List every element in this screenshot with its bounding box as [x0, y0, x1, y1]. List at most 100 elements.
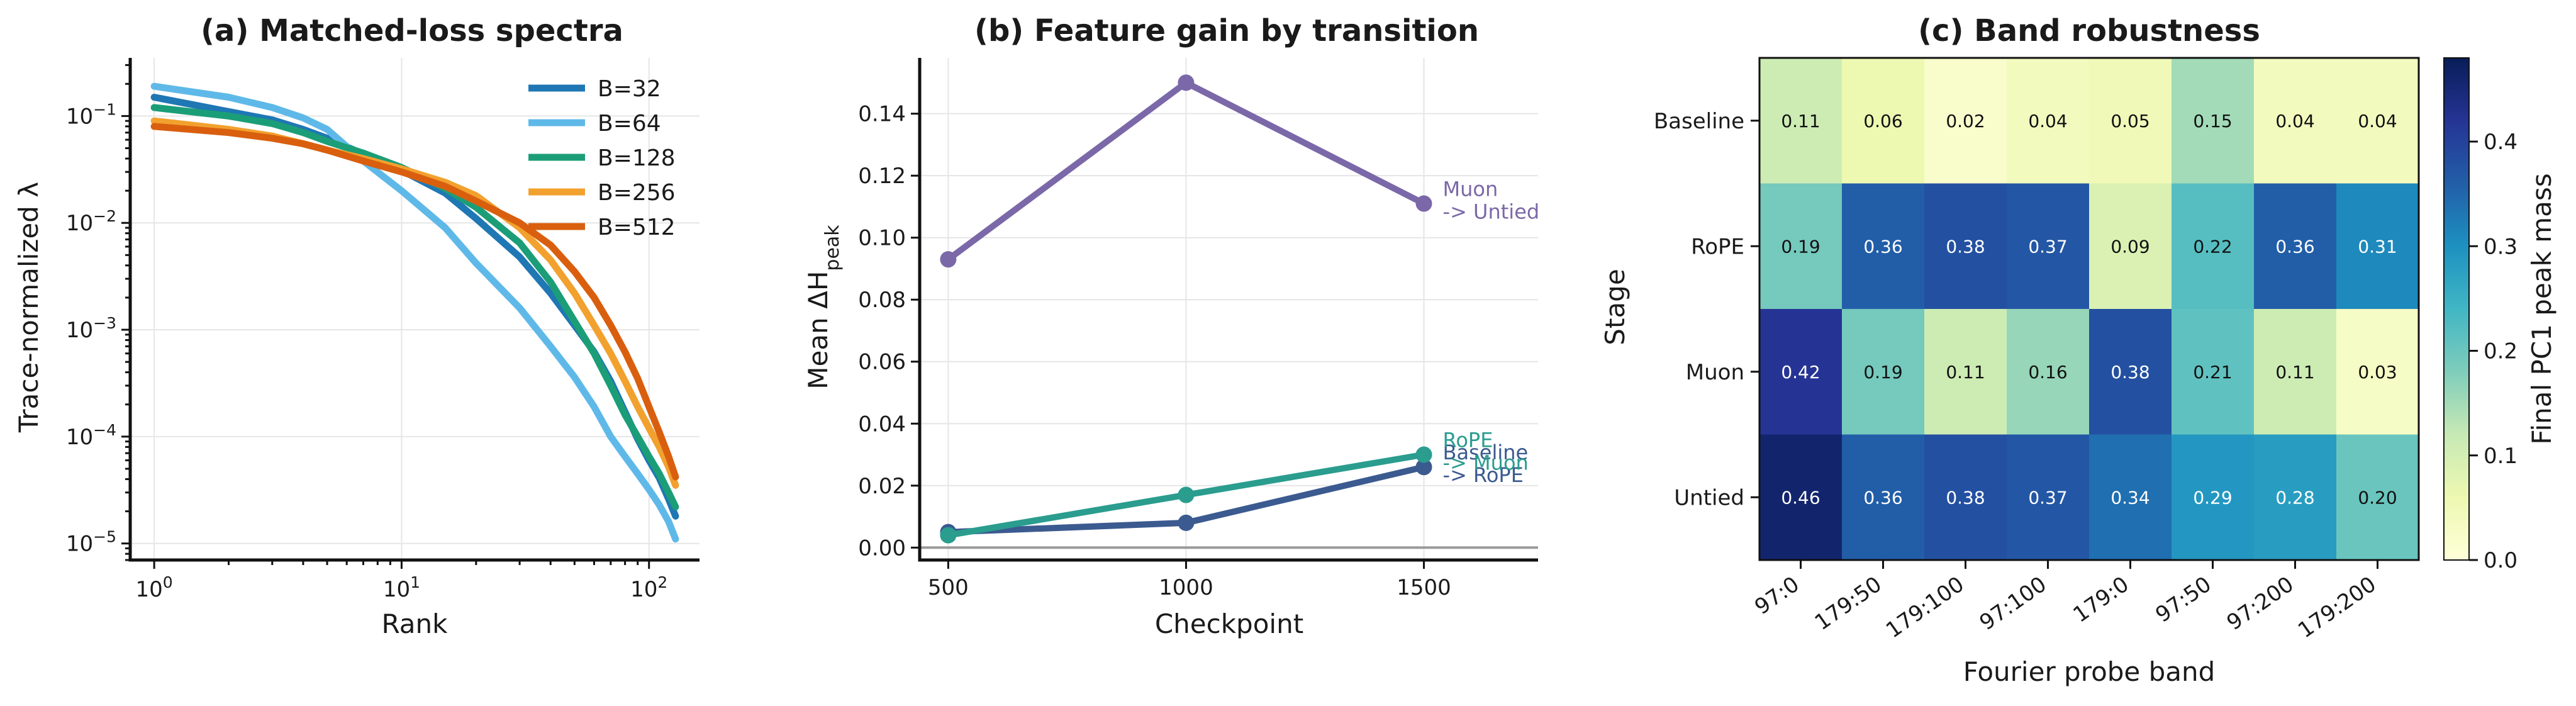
heatmap-cell-label: 0.19 — [1781, 236, 1820, 257]
heatmap-cell — [2007, 309, 2090, 435]
heatmap-cell-label: 0.04 — [2028, 111, 2067, 132]
heatmap-row-label: RoPE — [1691, 234, 1744, 259]
panel-b-ylabel-main: Mean ΔH — [803, 271, 834, 389]
heatmap-cell — [2336, 309, 2419, 435]
panel-a-xtick-label: 101 — [383, 573, 420, 603]
heatmap-row-label: Muon — [1686, 360, 1744, 385]
heatmap-cell — [2336, 434, 2419, 561]
heatmap-cell — [2172, 309, 2255, 435]
heatmap-cell-label: 0.11 — [1781, 111, 1820, 132]
panel-c: (c) Band robustness 0.11 0.06 0.02 0.04 0.05… — [1600, 13, 2557, 687]
heatmap-cell-label: 0.38 — [1946, 236, 1985, 257]
colorbar-tick-label: 0.3 — [2484, 234, 2517, 259]
heatmap-cell — [1842, 58, 1925, 184]
heatmap-cell — [1924, 58, 2007, 184]
heatmap-cell-label: 0.09 — [2110, 236, 2149, 257]
panel-a-ytick-label: 10−4 — [66, 420, 116, 450]
transition-point-2 — [1178, 486, 1195, 503]
colorbar-label: Final PC1 peak mass — [2526, 173, 2557, 444]
heatmap-cell — [1924, 309, 2007, 435]
panel-b-ytick-label: 0.10 — [858, 226, 906, 251]
panel-a-ytick-label: 10−1 — [66, 100, 116, 130]
legend-label-B=128: B=128 — [598, 145, 676, 171]
heatmap-cell-label: 0.28 — [2275, 487, 2314, 508]
legend-label-B=32: B=32 — [598, 76, 661, 102]
heatmap-cell-label: 0.46 — [1781, 487, 1820, 508]
heatmap-cell — [2007, 434, 2090, 561]
heatmap-cell — [2336, 58, 2419, 184]
colorbar — [2443, 57, 2470, 561]
panel-a-xtick-label: 102 — [630, 573, 667, 603]
heatmap-cell — [2336, 183, 2419, 310]
panel-b-ytick-label: 0.02 — [858, 474, 906, 499]
panel-b-ytick-label: 0.06 — [858, 350, 906, 375]
heatmap-cell — [1924, 434, 2007, 561]
panel-a-xlabel: Rank — [382, 608, 449, 639]
heatmap-cell — [1759, 58, 1843, 184]
heatmap-cell-label: 0.34 — [2110, 487, 2149, 508]
heatmap-cell-label: 0.22 — [2193, 236, 2232, 257]
heatmap-cell-label: 0.38 — [2110, 362, 2149, 383]
heatmap-cell — [2254, 183, 2337, 310]
panel-c-title: (c) Band robustness — [1918, 13, 2260, 48]
heatmap-cell — [1924, 183, 2007, 310]
heatmap-cell — [2254, 309, 2337, 435]
panel-a-legend: B=32 B=64 B=128 B=256 B=512 — [528, 76, 676, 240]
panel-a-ylabel: Trace-normalized λ — [13, 182, 44, 433]
heatmap-cell-label: 0.11 — [2275, 362, 2314, 383]
heatmap-row-label: Untied — [1674, 485, 1744, 510]
colorbar-tick-label: 0.1 — [2484, 444, 2517, 469]
heatmap-cell-label: 0.03 — [2358, 362, 2397, 383]
heatmap-cell-label: 0.02 — [1946, 111, 1985, 132]
heatmap-cell — [2089, 434, 2172, 561]
heatmap-cell — [1759, 434, 1843, 561]
panel-b-ytick-label: 0.12 — [858, 164, 906, 189]
heatmap-cell — [2254, 58, 2337, 184]
panel-b-ytick-label: 0.14 — [858, 102, 906, 127]
transition-point-1 — [1178, 514, 1195, 531]
colorbar-tick-label: 0.0 — [2484, 548, 2517, 573]
panel-b-title: (b) Feature gain by transition — [974, 13, 1479, 48]
series-line-B=128 — [150, 104, 679, 510]
legend-label-B=256: B=256 — [598, 180, 676, 206]
transition-point-2 — [1415, 446, 1432, 463]
heatmap-cell-label: 0.31 — [2358, 236, 2397, 257]
panel-a-title: (a) Matched-loss spectra — [201, 13, 623, 48]
heatmap-cell-label: 0.05 — [2110, 111, 2149, 132]
panel-b-ylabel: Mean ΔHpeak — [803, 225, 844, 389]
panel-c-ylabel: Stage — [1600, 269, 1631, 345]
heatmap-cell — [2172, 58, 2255, 184]
transition-label-2: RoPE -> Muon — [1443, 429, 1529, 475]
heatmap-cell-label: 0.16 — [2028, 362, 2067, 383]
heatmap-cell-label: 0.37 — [2028, 487, 2067, 508]
panel-b-ytick-label: 0.04 — [858, 412, 906, 437]
panel-a: (a) Matched-loss spectra 100 101 102 10−5 10… — [13, 13, 700, 639]
transition-label-0: Muon -> Untied — [1443, 177, 1540, 224]
heatmap-cell — [2089, 309, 2172, 435]
heatmap-cell-label: 0.19 — [1863, 362, 1902, 383]
panel-b-xlabel: Checkpoint — [1155, 608, 1303, 639]
colorbar-tick-label: 0.4 — [2484, 130, 2517, 155]
panel-b: (b) Feature gain by transition Muon -> Un… — [803, 13, 1539, 639]
heatmap-cell-label: 0.36 — [1863, 236, 1902, 257]
heatmap-cell-label: 0.37 — [2028, 236, 2067, 257]
panel-b-axes — [918, 58, 1538, 562]
heatmap-cell-label: 0.29 — [2193, 487, 2232, 508]
transition-point-1 — [1415, 459, 1432, 476]
heatmap-cell-label: 0.20 — [2358, 487, 2397, 508]
heatmap-cell-label: 0.21 — [2193, 362, 2232, 383]
panel-b-ylabel-sub: peak — [822, 225, 844, 271]
heatmap-cell-label: 0.36 — [1863, 487, 1902, 508]
heatmap-cell-label: 0.04 — [2358, 111, 2397, 132]
panel-b-ytick-label: 0.00 — [858, 535, 906, 561]
heatmap-cell — [1842, 434, 1925, 561]
panel-b-xtick-label: 1500 — [1397, 575, 1451, 600]
heatmap-cell — [1759, 183, 1843, 310]
panel-a-ytick-label: 10−3 — [66, 314, 116, 344]
panel-b-xtick-label: 500 — [928, 575, 969, 600]
panel-a-ytick-label: 10−2 — [66, 207, 116, 237]
panel-c-frame — [1758, 57, 2420, 561]
transition-point-2 — [940, 527, 957, 544]
heatmap-cell — [2172, 434, 2255, 561]
heatmap-cell-label: 0.42 — [1781, 362, 1820, 383]
